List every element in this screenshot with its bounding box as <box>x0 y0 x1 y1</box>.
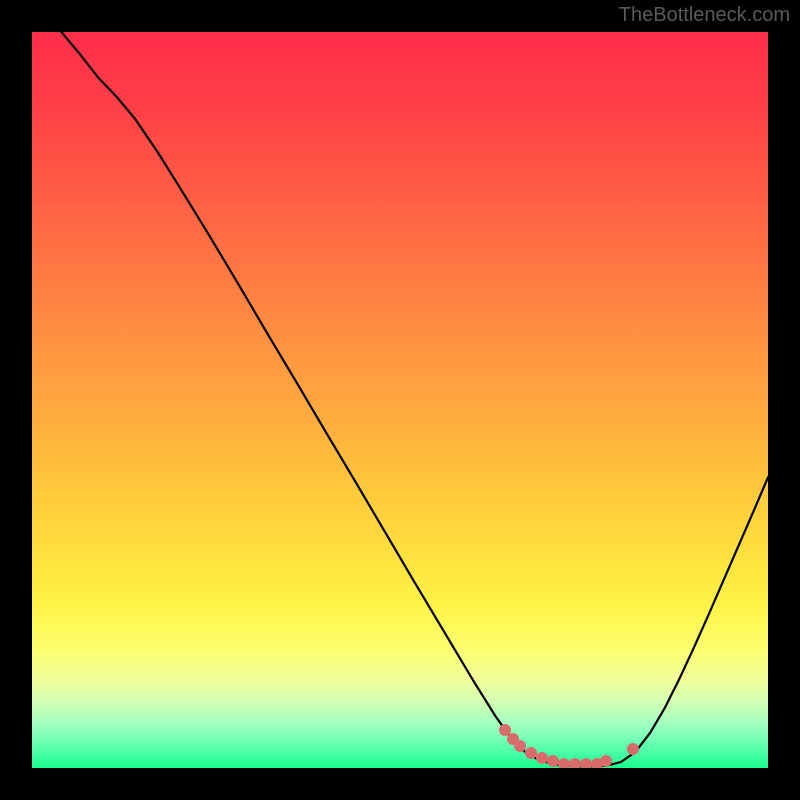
watermark-text: TheBottleneck.com <box>619 4 790 27</box>
chart-frame: TheBottleneck.com <box>0 0 800 800</box>
data-marker <box>600 755 612 767</box>
data-marker <box>514 740 526 752</box>
plot-area <box>32 32 768 768</box>
data-marker <box>627 743 639 755</box>
marker-layer <box>32 32 768 768</box>
